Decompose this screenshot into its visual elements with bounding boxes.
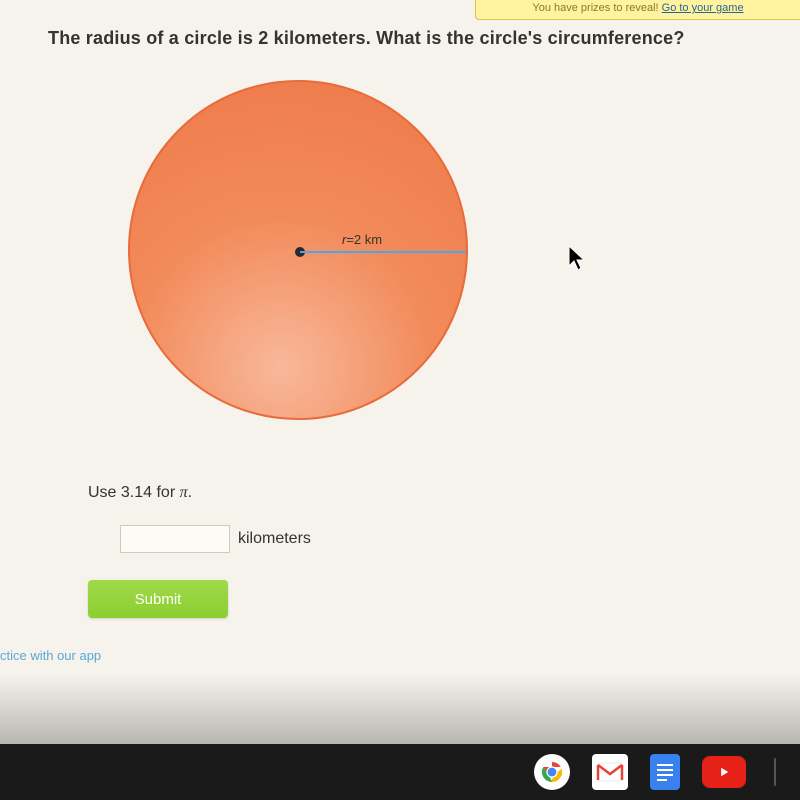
app-footer-link[interactable]: ctice with our app [0, 648, 101, 663]
banner-link[interactable]: Go to your game [662, 2, 744, 14]
banner-text: You have prizes to reveal! [532, 2, 661, 14]
screen-glare [0, 674, 800, 744]
answer-input[interactable] [120, 525, 230, 553]
question-text: The radius of a circle is 2 kilometers. … [48, 28, 685, 49]
prize-banner: You have prizes to reveal! Go to your ga… [475, 0, 800, 20]
answer-unit: kilometers [238, 530, 311, 548]
taskbar-separator [774, 758, 776, 786]
gmail-icon[interactable] [592, 754, 628, 790]
instruction-text: Use 3.14 for π. [88, 484, 192, 502]
radius-line [300, 251, 466, 253]
mouse-cursor-icon [568, 245, 588, 273]
answer-row: kilometers [120, 525, 311, 553]
circle-diagram: r=2 km [128, 80, 478, 430]
radius-label: r=2 km [342, 232, 382, 247]
chrome-icon[interactable] [534, 754, 570, 790]
submit-button[interactable]: Submit [88, 580, 228, 618]
taskbar [0, 744, 800, 800]
circle-shape: r=2 km [128, 80, 468, 420]
docs-icon[interactable] [650, 754, 680, 790]
youtube-icon[interactable] [702, 756, 746, 788]
